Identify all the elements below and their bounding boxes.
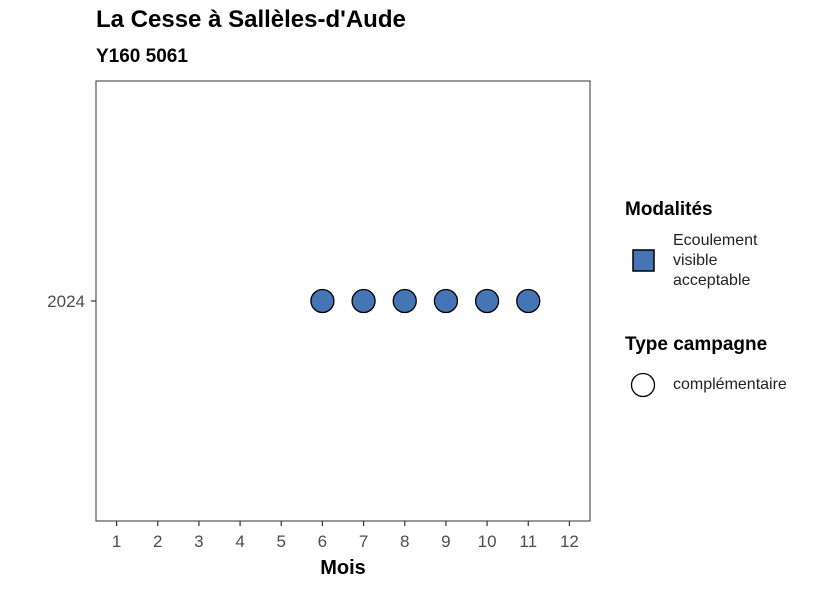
x-tick-label: 8 [400,532,409,551]
data-point [433,288,459,314]
x-tick-label: 4 [235,532,244,551]
legend-modalites-label-line: visible [673,252,718,269]
x-tick-label: 1 [112,532,121,551]
chart-title: La Cesse à Sallèles-d'Aude [96,6,406,33]
plot-panel [95,80,591,522]
x-tick-label: 5 [277,532,286,551]
x-tick-label: 2 [153,532,162,551]
data-point [392,288,417,314]
legend-campagne-label: complémentaire [673,376,787,393]
legend-modalites-label: Ecoulement visible acceptable [673,231,758,291]
legend-campagne-title: Type campagne [625,334,768,355]
y-axis: 2024 [47,292,96,311]
chart-subtitle: Y160 5061 [96,46,188,67]
data-point [516,288,541,314]
legend-modalites-label-line: Ecoulement [673,232,758,249]
x-tick-label: 6 [318,532,327,551]
x-tick-label: 12 [560,532,579,551]
x-tick-label: 10 [478,532,497,551]
data-point [474,288,500,314]
x-tick-label: 7 [359,532,368,551]
x-tick-label: 11 [519,532,537,551]
legend-modalites-key [632,249,656,278]
x-axis-label: Mois [320,557,366,579]
legend-modalites-label-line: acceptable [673,272,751,289]
data-point [310,288,335,314]
y-tick-label: 2024 [47,292,85,311]
x-tick-label: 3 [194,532,203,551]
legend-modalites-title: Modalités [625,199,713,220]
data-point [351,288,376,314]
legend-campagne-key [630,372,658,405]
data-points [310,288,541,314]
x-axis: 1 2 3 4 5 6 7 8 9 10 11 12 [112,521,579,551]
x-tick-label: 9 [441,532,450,551]
